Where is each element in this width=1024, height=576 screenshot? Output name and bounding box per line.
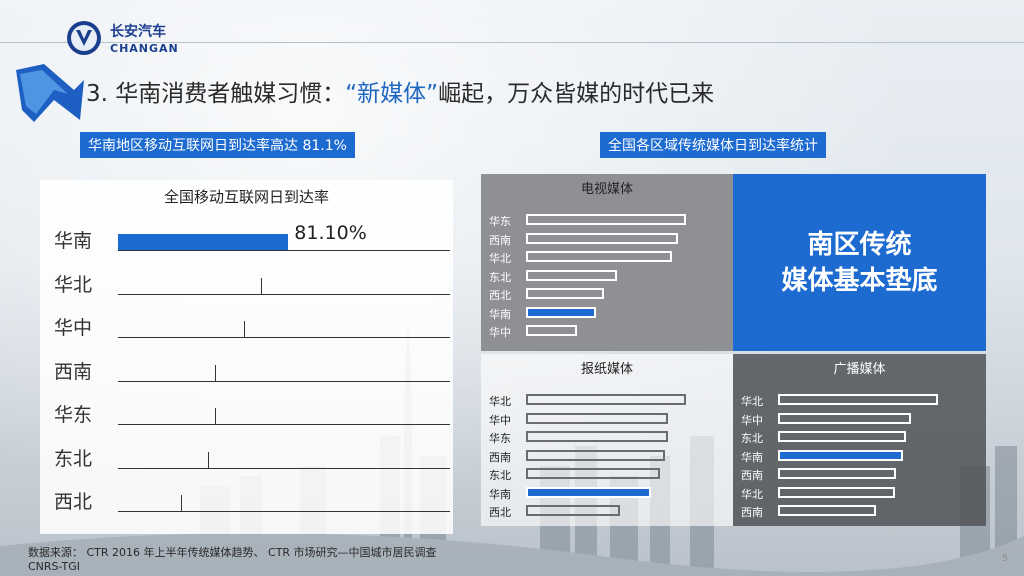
changan-logo: 长安汽车 CHANGAN: [67, 21, 179, 55]
media-row-label: 华南: [489, 307, 511, 321]
mobile-row-label: 华北: [54, 273, 93, 296]
mobile-row-baseline: [118, 337, 450, 338]
mobile-row-label: 东北: [54, 447, 93, 470]
callout-line1: 南区传统: [807, 229, 912, 260]
mobile-row-baseline: [118, 424, 450, 425]
title-suffix: 崛起，万众皆媒的时代已来: [438, 81, 715, 107]
mobile-row-baseline: [118, 511, 450, 512]
media-row-label: 西南: [741, 469, 763, 482]
media-bar: [778, 394, 938, 405]
mobile-bar-highlight: [118, 234, 289, 250]
source-line2: CNRS-TGI: [28, 560, 80, 573]
title-quote: “新媒体”: [345, 81, 439, 107]
mobile-row-baseline: [118, 380, 450, 382]
page-title: 3. 华南消费者触媒习惯：“新媒体”崛起，万众皆媒的时代已来: [86, 74, 714, 108]
media-bar: [526, 505, 621, 516]
media-bar: [526, 468, 661, 479]
tv-media-panel: 电视媒体 华东西南华北东北西北华南华中: [481, 174, 733, 351]
media-bar: [526, 449, 666, 461]
mobile-bar-tick: [244, 321, 245, 337]
mobile-row-baseline: [118, 293, 450, 295]
newspaper-media-panel: 报纸媒体 华北华中华东西南东北华南西北: [481, 354, 733, 526]
data-source-note: 数据来源： CTR 2016 年上半年传统媒体趋势、 CTR 市场研究—中国城市…: [28, 546, 437, 574]
media-bar: [526, 412, 669, 424]
media-row-label: 华南: [741, 450, 763, 464]
media-row-label: 东北: [489, 270, 511, 284]
mobile-row-label: 华东: [54, 404, 93, 426]
mobile-row-label: 华中: [54, 317, 93, 339]
media-bar: [526, 394, 686, 405]
media-row-label: 西南: [489, 450, 511, 464]
media-row-label: 西南: [489, 233, 511, 247]
media-bar: [778, 412, 911, 424]
media-bar: [526, 232, 678, 244]
media-row-label: 西南: [741, 506, 763, 519]
mobile-chart-title: 全国移动互联网日到达率: [163, 188, 329, 206]
media-row-label: 西北: [489, 289, 511, 302]
radio-media-panel: 广播媒体 华北 华中 东北 华南 西南 华北 西南: [733, 354, 986, 526]
brand-en: CHANGAN: [110, 42, 179, 55]
radio-chart-title: 广播媒体: [833, 362, 886, 377]
media-row-label: 华东: [489, 432, 511, 445]
media-bar: [526, 251, 672, 262]
media-bar: [526, 288, 605, 299]
media-bar: [526, 431, 669, 442]
media-row-label: 东北: [741, 432, 763, 445]
mobile-row-label: 华南: [54, 230, 93, 252]
media-bar: [778, 431, 906, 442]
media-row-label: 华东: [489, 215, 511, 228]
media-bar: [778, 468, 897, 479]
media-row-label: 华北: [741, 487, 763, 501]
south-region-callout: 南区传统 媒体基本垫底: [733, 174, 986, 351]
mobile-bar-tick: [181, 495, 182, 511]
media-bar: [526, 214, 686, 225]
ribbon-decoration: [16, 64, 84, 122]
newspaper-chart-title: 报纸媒体: [580, 362, 633, 377]
mobile-row-label: 西南: [54, 360, 93, 383]
page-number: 5: [1002, 554, 1008, 564]
media-row-label: 华中: [489, 413, 511, 427]
callout-line2: 媒体基本垫底: [781, 265, 938, 296]
mobile-bar-tick: [208, 451, 210, 468]
media-bar: [526, 269, 618, 281]
media-row-label: 华中: [741, 413, 763, 427]
title-prefix: 3. 华南消费者触媒习惯：: [86, 81, 346, 107]
media-row-label: 华北: [489, 252, 511, 265]
mobile-bar-tick: [260, 277, 262, 294]
media-row-label: 华北: [741, 395, 763, 408]
right-section-heading: 全国各区域传统媒体日到达率统计: [600, 132, 826, 158]
media-bar: [526, 486, 651, 498]
media-bar: [526, 325, 578, 336]
media-row-label: 西北: [489, 506, 511, 519]
mobile-bar-tick: [214, 364, 216, 381]
media-row-label: 华中: [489, 326, 511, 339]
mobile-internet-chart: 全国移动互联网日到达率 华南 81.10% 华北华中西南华东东北西北: [40, 180, 453, 534]
media-bar: [778, 449, 903, 461]
mobile-row-label: 西北: [54, 491, 93, 513]
left-section-heading: 华南地区移动互联网日到达率高达 81.1%: [80, 132, 355, 158]
header-divider: [0, 42, 1024, 43]
media-row-label: 华北: [489, 395, 511, 408]
mobile-bar-tick: [214, 408, 216, 424]
mobile-row-baseline: [118, 250, 450, 251]
tv-chart-title: 电视媒体: [580, 182, 633, 197]
mobile-data-label: 81.10%: [294, 222, 367, 244]
brand-cn: 长安汽车: [110, 23, 166, 40]
media-bar: [778, 505, 876, 516]
media-bar: [526, 306, 597, 318]
media-bar: [778, 486, 895, 498]
mobile-row-baseline: [118, 467, 450, 469]
media-row-label: 华南: [489, 487, 511, 501]
media-row-label: 东北: [489, 469, 511, 482]
source-line1: 数据来源： CTR 2016 年上半年传统媒体趋势、 CTR 市场研究—中国城市…: [28, 546, 437, 559]
